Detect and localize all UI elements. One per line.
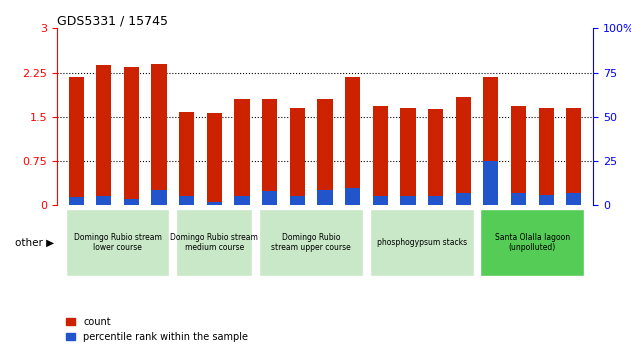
Bar	[235, 196, 250, 205]
Bar	[124, 67, 139, 205]
Bar	[566, 108, 581, 205]
Bar	[538, 195, 554, 205]
Text: Domingo Rubio stream
lower course: Domingo Rubio stream lower course	[74, 233, 162, 252]
Bar	[400, 195, 415, 205]
Bar	[262, 99, 277, 205]
Bar	[483, 77, 498, 205]
Bar	[566, 193, 581, 205]
Bar	[96, 65, 112, 205]
Bar	[262, 191, 277, 205]
Text: phosphogypsum stacks: phosphogypsum stacks	[377, 238, 467, 247]
Bar	[456, 97, 471, 205]
Bar	[69, 77, 84, 205]
Text: other ▶: other ▶	[15, 238, 54, 247]
Bar	[69, 198, 84, 205]
Bar	[345, 188, 360, 205]
Bar	[235, 99, 250, 205]
Bar	[400, 108, 415, 205]
Text: Domingo Rubio
stream upper course: Domingo Rubio stream upper course	[271, 233, 351, 252]
Bar	[151, 64, 167, 205]
Bar	[428, 196, 443, 205]
Bar	[428, 109, 443, 205]
Bar	[290, 108, 305, 205]
Bar	[179, 196, 194, 205]
Bar	[207, 202, 222, 205]
Bar	[345, 77, 360, 205]
Bar	[456, 193, 471, 205]
Bar	[179, 112, 194, 205]
Bar	[290, 196, 305, 205]
Text: Domingo Rubio stream
medium course: Domingo Rubio stream medium course	[170, 233, 258, 252]
Bar	[317, 99, 333, 205]
Text: Santa Olalla lagoon
(unpolluted): Santa Olalla lagoon (unpolluted)	[495, 233, 570, 252]
Bar	[317, 190, 333, 205]
Bar	[373, 196, 388, 205]
Bar	[373, 106, 388, 205]
Legend: count, percentile rank within the sample: count, percentile rank within the sample	[62, 313, 252, 346]
Bar	[483, 161, 498, 205]
Bar	[511, 193, 526, 205]
Bar	[538, 108, 554, 205]
Text: GDS5331 / 15745: GDS5331 / 15745	[57, 14, 168, 27]
Bar	[511, 106, 526, 205]
Bar	[124, 199, 139, 205]
Bar	[207, 113, 222, 205]
Bar	[96, 196, 112, 205]
Bar	[151, 190, 167, 205]
